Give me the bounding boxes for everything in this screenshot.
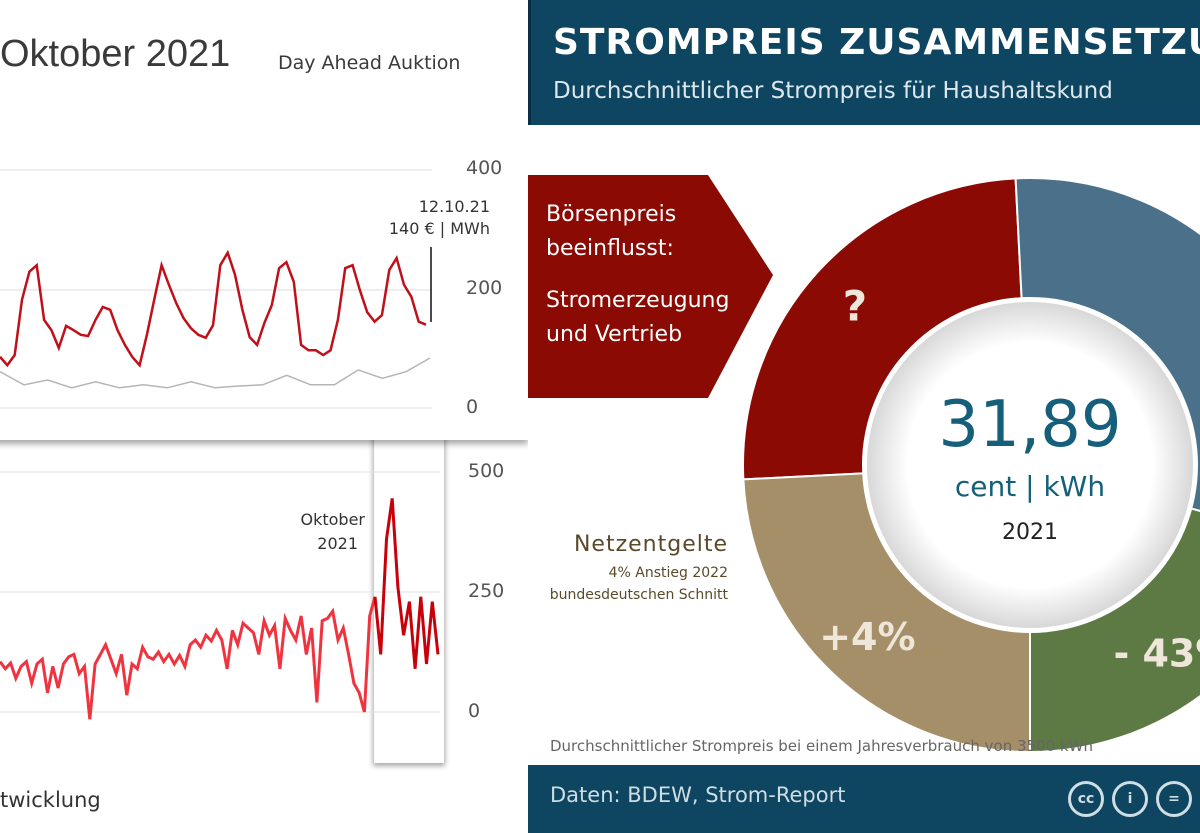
october-chart-card bbox=[0, 0, 528, 440]
bottom-caption: twicklung bbox=[0, 788, 101, 812]
cc-icon: cc bbox=[1068, 781, 1104, 817]
footnote: Durchschnittlicher Strompreis bei einem … bbox=[550, 737, 1093, 755]
center-value: 31,89 bbox=[938, 388, 1122, 462]
chart-title: Oktober 2021 bbox=[0, 33, 231, 75]
annotation-oktober: Oktober bbox=[300, 510, 366, 529]
donut-chart: ? - 43% +4% bbox=[741, 177, 1200, 754]
donut-slice-label-2: - 43% bbox=[1113, 631, 1200, 675]
no-derivatives-icon: = bbox=[1156, 781, 1192, 817]
infographic-subtitle: Durchschnittlicher Strompreis für Hausha… bbox=[553, 78, 1113, 104]
series-price-line bbox=[0, 249, 427, 368]
header: STROMPREIS ZUSAMMENSETZU Durchschnittlic… bbox=[528, 0, 1200, 125]
series-october-line bbox=[373, 498, 440, 669]
series-history-line bbox=[0, 596, 377, 720]
donut-hole bbox=[867, 302, 1193, 628]
donut-slice-label-0: ? bbox=[843, 282, 867, 331]
footer: Daten: BDEW, Strom-Report cc i = bbox=[528, 765, 1200, 833]
donut-slice-label-3: +4% bbox=[819, 615, 915, 659]
y-tick-0-lower: 0 bbox=[468, 700, 481, 722]
arrow-line1: Börsenpreis bbox=[546, 202, 677, 227]
annotation-2021: 2021 bbox=[317, 534, 358, 553]
left-panel: Oktober 2021 Day Ahead Auktion 400 200 0… bbox=[0, 0, 528, 833]
y-tick-0: 0 bbox=[466, 396, 479, 418]
attribution-icon: i bbox=[1112, 781, 1148, 817]
y-tick-500: 500 bbox=[468, 460, 505, 482]
source-text: Daten: BDEW, Strom-Report bbox=[550, 783, 846, 807]
arrow-line3: Stromerzeugung bbox=[546, 288, 730, 313]
y-tick-400: 400 bbox=[466, 157, 503, 179]
center-unit: cent | kWh bbox=[954, 470, 1106, 503]
infographic-title: STROMPREIS ZUSAMMENSETZU bbox=[553, 22, 1200, 63]
y-tick-200: 200 bbox=[466, 277, 503, 299]
netz-line2: bundesdeutschen Schnitt bbox=[549, 587, 728, 603]
netz-title: Netzentgelte bbox=[573, 532, 728, 557]
arrow-line2: beeinflusst: bbox=[546, 236, 674, 261]
series-comparison-line bbox=[0, 357, 431, 389]
annotation-date: 12.10.21 bbox=[418, 197, 490, 216]
netz-line1: 4% Anstieg 2022 bbox=[608, 565, 728, 581]
infographic-panel: STROMPREIS ZUSAMMENSETZU Durchschnittlic… bbox=[528, 0, 1200, 833]
center-year: 2021 bbox=[1002, 520, 1058, 545]
chart-subtitle: Day Ahead Auktion bbox=[278, 52, 461, 74]
arrow-line4: und Vertrieb bbox=[546, 322, 683, 347]
line-charts bbox=[0, 169, 440, 720]
y-tick-250: 250 bbox=[468, 580, 505, 602]
annotation-value: 140 € | MWh bbox=[388, 219, 490, 238]
